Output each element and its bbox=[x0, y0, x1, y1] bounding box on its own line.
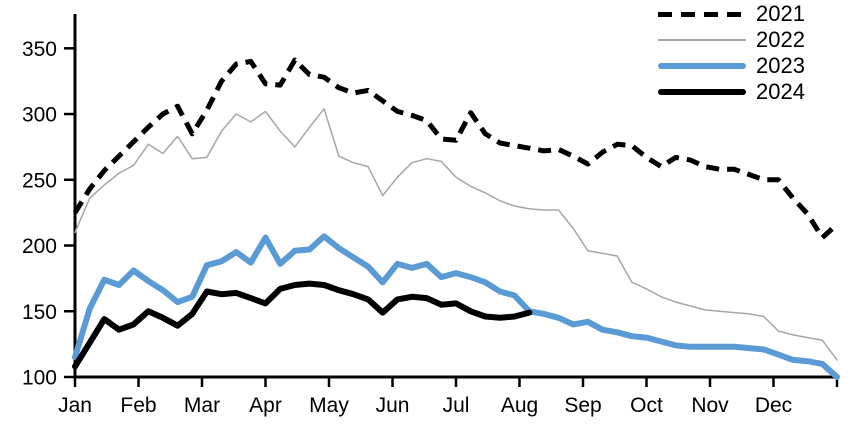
chart-legend: 2021 2022 2023 2024 bbox=[658, 1, 805, 105]
legend-swatch-2023 bbox=[658, 63, 746, 69]
legend-item-2023: 2023 bbox=[658, 53, 805, 79]
x-tick-label: Apr bbox=[249, 394, 282, 417]
x-tick-label: Jun bbox=[376, 394, 410, 417]
x-tick-label: Oct bbox=[630, 394, 663, 417]
legend-label: 2024 bbox=[756, 79, 805, 104]
x-tick-label: Feb bbox=[120, 394, 156, 417]
legend-label: 2021 bbox=[756, 1, 805, 26]
x-tick-label: Aug bbox=[501, 394, 538, 417]
y-tick-label: 200 bbox=[22, 235, 57, 258]
x-tick-label: May bbox=[309, 394, 349, 417]
legend-label: 2023 bbox=[756, 53, 805, 78]
x-tick-label: Mar bbox=[184, 394, 220, 417]
x-tick-label: Nov bbox=[691, 394, 729, 417]
y-tick-label: 300 bbox=[22, 104, 57, 127]
series-line-2024 bbox=[72, 280, 533, 370]
legend-item-2022: 2022 bbox=[658, 27, 805, 53]
x-tick-label: Jul bbox=[443, 394, 470, 417]
y-tick-label: 150 bbox=[22, 301, 57, 324]
x-tick-label: Sep bbox=[564, 394, 601, 417]
y-tick-label: 100 bbox=[22, 367, 57, 390]
series-line-2023 bbox=[72, 233, 840, 380]
legend-swatch-2021 bbox=[658, 11, 746, 17]
y-tick-label: 250 bbox=[22, 169, 57, 192]
x-tick-label: Jan bbox=[58, 394, 92, 417]
x-tick-label: Dec bbox=[755, 394, 792, 417]
legend-label: 2022 bbox=[756, 27, 805, 52]
legend-swatch-2024 bbox=[658, 89, 746, 95]
series-line-2022 bbox=[74, 108, 838, 361]
series-line-2021 bbox=[72, 57, 839, 241]
legend-item-2024: 2024 bbox=[658, 79, 805, 105]
legend-swatch-2022 bbox=[658, 39, 746, 41]
y-tick-label: 350 bbox=[22, 38, 57, 61]
legend-item-2021: 2021 bbox=[658, 1, 805, 27]
